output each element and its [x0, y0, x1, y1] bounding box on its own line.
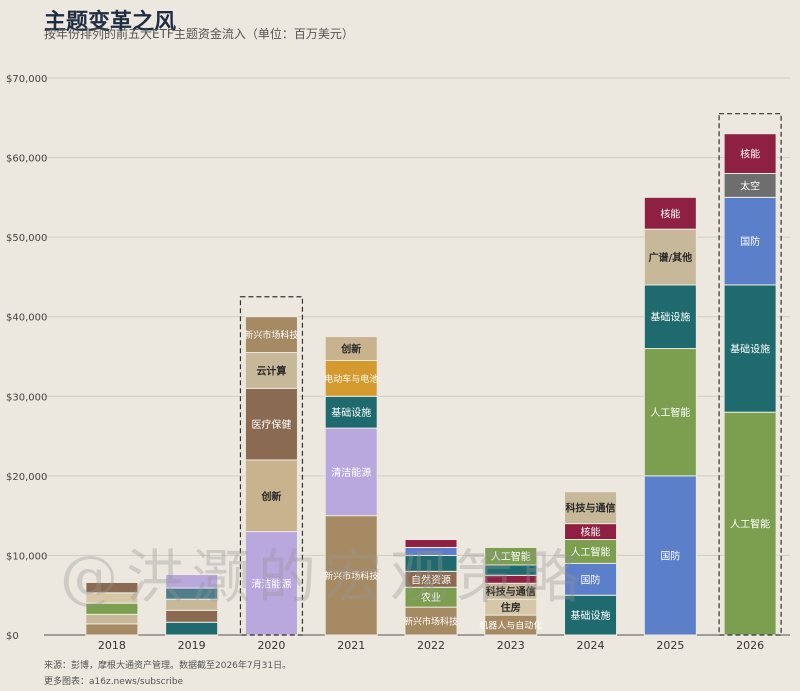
bar-segment	[324, 395, 378, 429]
segment-label: 基础设施	[730, 343, 770, 356]
x-tick-label: 2026	[736, 639, 764, 652]
x-tick-label: 2018	[98, 639, 126, 652]
bar-segment	[85, 602, 139, 615]
bar-segment	[723, 196, 777, 286]
chart-subtitle: 按年份排列的前五大ETF主题资金流入（单位：百万美元）	[44, 27, 354, 41]
segment-label: 新兴市场科技	[404, 616, 458, 628]
bar-segment	[404, 554, 458, 572]
segment-label: 基础设施	[650, 311, 690, 324]
y-tick-label: $20,000	[6, 472, 47, 483]
bar-segment	[564, 491, 618, 525]
bar-segment	[723, 133, 777, 174]
bar-segment	[404, 539, 458, 548]
segment-label: 自然资源	[411, 573, 451, 586]
source-note: 来源：彭博，摩根大通资产管理。数据截至2026年7月31日。	[44, 661, 292, 671]
segment-label: 人工智能	[571, 545, 611, 558]
segment-label: 清洁能源	[331, 466, 371, 479]
segment-label: 核能	[581, 526, 601, 539]
bar-segment	[484, 574, 538, 584]
segment-label: 创新	[340, 343, 361, 356]
bar-segment	[85, 581, 139, 594]
y-tick-label: $10,000	[6, 551, 47, 562]
segment-label: 基础设施	[571, 609, 611, 622]
bar-segment	[85, 613, 139, 625]
bar-segment	[85, 592, 139, 604]
bar-segment	[404, 606, 458, 636]
bar-segment	[404, 546, 458, 556]
segment-label: 农业	[421, 591, 441, 604]
bar-segment	[643, 475, 697, 636]
segment-label: 科技与通信	[486, 585, 536, 598]
x-tick-label: 2024	[577, 639, 605, 652]
y-tick-label: $30,000	[6, 392, 47, 403]
y-tick-label: $0	[6, 631, 19, 642]
bar-segment	[643, 228, 697, 286]
segment-label: 基础设施	[331, 406, 371, 419]
segment-label: 国防	[740, 235, 760, 248]
x-tick-label: 2023	[497, 639, 525, 652]
y-tick-label: $60,000	[6, 154, 47, 165]
bar-segment	[564, 594, 618, 636]
y-tick-label: $70,000	[6, 74, 47, 85]
segment-label: 电动车与电池	[324, 373, 378, 385]
segment-label: 新兴市场科技	[324, 570, 378, 582]
segment-label: 创新	[260, 490, 281, 503]
bar-segment	[484, 564, 538, 576]
segment-label: 人工智能	[491, 550, 531, 563]
segment-label: 清洁能源	[251, 577, 291, 590]
segment-label: 医疗保健	[251, 418, 291, 431]
more-charts-link[interactable]: 更多图表：a16z.news/subscribe	[44, 677, 184, 687]
segment-label: 科技与通信	[566, 502, 616, 515]
segment-label: 广谱/其他	[649, 251, 693, 264]
bar-segment	[165, 574, 219, 589]
segment-label: 核能	[660, 207, 680, 220]
x-tick-label: 2022	[417, 639, 445, 652]
segment-label: 云计算	[256, 364, 286, 377]
segment-label: 新兴市场科技	[244, 329, 298, 341]
x-tick-label: 2021	[337, 639, 365, 652]
bar-segment	[165, 598, 219, 611]
x-tick-label: 2020	[257, 639, 285, 652]
y-tick-label: $50,000	[6, 233, 47, 244]
bar-segment	[723, 284, 777, 413]
segment-label: 人工智能	[730, 518, 770, 531]
highlight-box	[718, 113, 782, 636]
segment-label: 机器人与自动化	[479, 620, 542, 632]
x-tick-label: 2019	[178, 639, 206, 652]
bar-segment	[165, 587, 219, 600]
segment-label: 人工智能	[650, 406, 690, 419]
bar-segment	[85, 623, 139, 636]
segment-label: 国防	[581, 573, 601, 586]
segment-label: 核能	[740, 148, 760, 161]
bar-segment	[484, 546, 538, 566]
bar-segment	[564, 562, 618, 596]
segment-label: 太空	[740, 179, 760, 192]
segment-label: 住房	[501, 601, 521, 614]
bar-segment	[643, 348, 697, 477]
y-tick-label: $40,000	[6, 313, 47, 324]
x-tick-label: 2025	[656, 639, 684, 652]
bar-segment	[324, 336, 378, 361]
bar-segment	[324, 515, 378, 636]
bar-segment	[643, 196, 697, 230]
bar-segment	[244, 316, 298, 354]
segment-label: 国防	[660, 549, 680, 562]
chart-title: 主题变革之风	[44, 10, 177, 35]
bar-segment	[324, 427, 378, 517]
bar-segment	[165, 621, 219, 636]
bar-segment	[165, 609, 219, 623]
